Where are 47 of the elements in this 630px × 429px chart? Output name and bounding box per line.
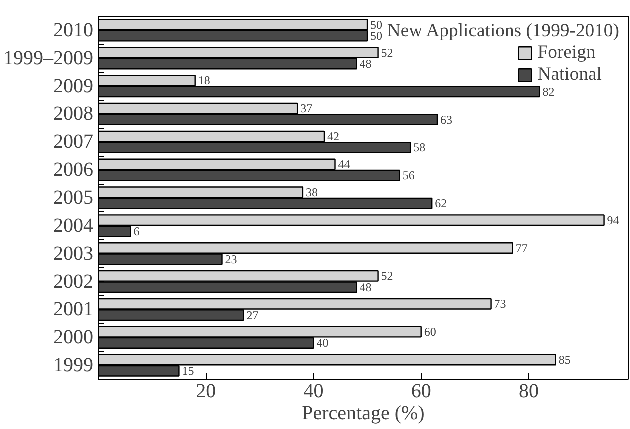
- data-label: 94: [607, 213, 620, 228]
- data-label: 18: [198, 74, 210, 88]
- y-tick-label: 2010: [54, 19, 94, 42]
- legend-label: National: [538, 64, 602, 86]
- data-label: 58: [414, 140, 426, 155]
- y-tick-label: 1999–2009: [4, 47, 94, 70]
- y-tick-label: 2003: [54, 242, 94, 265]
- chart-title: New Applications (1999-2010): [387, 20, 620, 42]
- data-label: 27: [246, 308, 259, 322]
- legend-label: Foreign: [538, 42, 596, 64]
- x-tick-label: 60: [411, 380, 432, 402]
- y-tick-label: 2008: [54, 103, 94, 126]
- y-tick-label: 2006: [54, 159, 94, 182]
- data-label: 15: [182, 364, 194, 378]
- data-label: 44: [338, 157, 350, 172]
- x-tick-label: 80: [518, 380, 539, 402]
- data-label: 85: [558, 352, 571, 367]
- y-tick-label: 2005: [54, 187, 94, 209]
- y-tick-label: 2001: [54, 298, 94, 321]
- y-tick-label: 2004: [54, 214, 94, 237]
- data-label: 62: [435, 196, 448, 211]
- y-tick-label: 2009: [54, 75, 94, 98]
- data-label: 42: [327, 130, 340, 144]
- data-label: 50: [370, 18, 383, 32]
- data-label: 82: [542, 84, 555, 99]
- y-tick-label: 1999: [54, 354, 94, 377]
- data-label: 48: [360, 56, 372, 71]
- data-label: 52: [381, 269, 394, 284]
- data-label: 38: [306, 185, 318, 200]
- data-label: 40: [316, 336, 329, 350]
- x-axis-title: Percentage (%): [302, 402, 425, 424]
- data-label: 56: [402, 168, 415, 183]
- data-label: 37: [300, 102, 313, 116]
- y-tick-label: 2007: [54, 131, 94, 154]
- data-label: 52: [381, 46, 394, 60]
- x-tick-label: 20: [196, 380, 216, 402]
- y-tick-label: 2000: [54, 326, 94, 349]
- data-label: 63: [440, 112, 452, 127]
- data-label: 50: [370, 29, 383, 44]
- data-label: 6: [134, 224, 140, 239]
- data-label: 77: [516, 241, 528, 256]
- x-tick-label: 40: [304, 380, 324, 402]
- data-label: 23: [225, 252, 238, 266]
- data-label: 73: [494, 297, 506, 312]
- y-tick-label: 2002: [54, 270, 94, 293]
- data-label: 60: [424, 325, 436, 340]
- data-label: 48: [360, 280, 372, 294]
